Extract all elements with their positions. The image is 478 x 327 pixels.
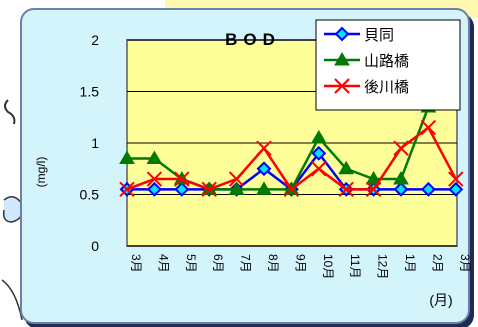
data-point bbox=[448, 171, 464, 187]
data-point bbox=[448, 181, 464, 197]
data-point bbox=[119, 181, 135, 198]
x-tick-label: 4月 bbox=[156, 254, 170, 273]
marker-stroke bbox=[338, 181, 354, 198]
data-point bbox=[146, 171, 163, 187]
y-tick-label: 2 bbox=[91, 32, 99, 48]
x-tick-label: 6月 bbox=[211, 254, 225, 273]
data-point bbox=[256, 181, 272, 195]
data-point bbox=[338, 160, 355, 175]
data-point bbox=[365, 181, 382, 198]
data-point bbox=[420, 181, 436, 197]
chart-title: BOD bbox=[225, 30, 281, 49]
legend-item: 後川橋 bbox=[324, 78, 409, 96]
x-tick-label: 3月 bbox=[129, 254, 143, 273]
marker-stroke bbox=[311, 161, 327, 177]
x-tick-label: 9月 bbox=[293, 254, 307, 273]
x-tick-label: 12月 bbox=[376, 254, 390, 279]
data-point bbox=[365, 171, 382, 185]
data-point bbox=[119, 150, 135, 164]
data-point bbox=[338, 181, 354, 198]
data-point bbox=[256, 140, 272, 156]
x-tick-label: 8月 bbox=[266, 254, 280, 273]
data-point bbox=[201, 181, 217, 198]
data-point bbox=[256, 161, 272, 177]
data-point bbox=[228, 181, 245, 195]
y-tick-label: 1.5 bbox=[80, 84, 100, 100]
legend-label: 山路橋 bbox=[364, 53, 409, 70]
data-point bbox=[174, 181, 190, 197]
marker-stroke bbox=[283, 181, 300, 198]
legend-marker bbox=[334, 52, 350, 66]
x-tick-label: 5月 bbox=[184, 254, 198, 273]
marker-stroke bbox=[119, 181, 135, 198]
legend-marker bbox=[334, 26, 350, 42]
x-tick-label: 11月 bbox=[348, 254, 362, 278]
x-tick-label: 10月 bbox=[321, 254, 335, 279]
data-point bbox=[311, 145, 327, 161]
legend-item: 山路橋 bbox=[324, 52, 409, 70]
marker-stroke bbox=[201, 181, 217, 198]
y-axis-label: (mg/l) bbox=[34, 157, 48, 188]
data-point bbox=[146, 181, 162, 197]
x-tick-label: 3月 bbox=[458, 254, 472, 273]
data-point bbox=[393, 171, 409, 185]
data-point bbox=[420, 119, 437, 136]
data-point bbox=[174, 171, 190, 187]
marker-stroke bbox=[228, 171, 245, 187]
y-tick-label: 1 bbox=[91, 135, 99, 151]
marker-stroke bbox=[420, 119, 437, 136]
marker-stroke bbox=[393, 140, 409, 156]
y-tick-label: 0.5 bbox=[80, 187, 100, 203]
marker-stroke bbox=[174, 171, 190, 187]
marker-stroke bbox=[448, 171, 464, 187]
legend-label: 後川橋 bbox=[364, 79, 409, 96]
x-tick-label: 2月 bbox=[430, 254, 444, 273]
data-point bbox=[393, 140, 409, 156]
data-point bbox=[228, 171, 245, 187]
data-point bbox=[283, 181, 300, 198]
x-axis-label: (月) bbox=[429, 292, 452, 308]
marker-stroke bbox=[256, 140, 272, 156]
x-tick-label: 7月 bbox=[239, 254, 253, 273]
marker-stroke bbox=[334, 78, 350, 94]
data-point bbox=[311, 161, 327, 177]
marker-stroke bbox=[146, 171, 163, 187]
data-point bbox=[310, 129, 327, 144]
legend-label: 貝同 bbox=[364, 27, 394, 44]
marker-stroke bbox=[365, 181, 382, 198]
y-tick-label: 0 bbox=[91, 238, 99, 254]
data-point bbox=[393, 181, 409, 197]
legend-marker bbox=[334, 78, 350, 94]
x-tick-label: 1月 bbox=[403, 254, 417, 273]
legend-item: 貝同 bbox=[324, 26, 394, 44]
series-3 bbox=[119, 119, 464, 198]
data-point bbox=[146, 150, 163, 164]
